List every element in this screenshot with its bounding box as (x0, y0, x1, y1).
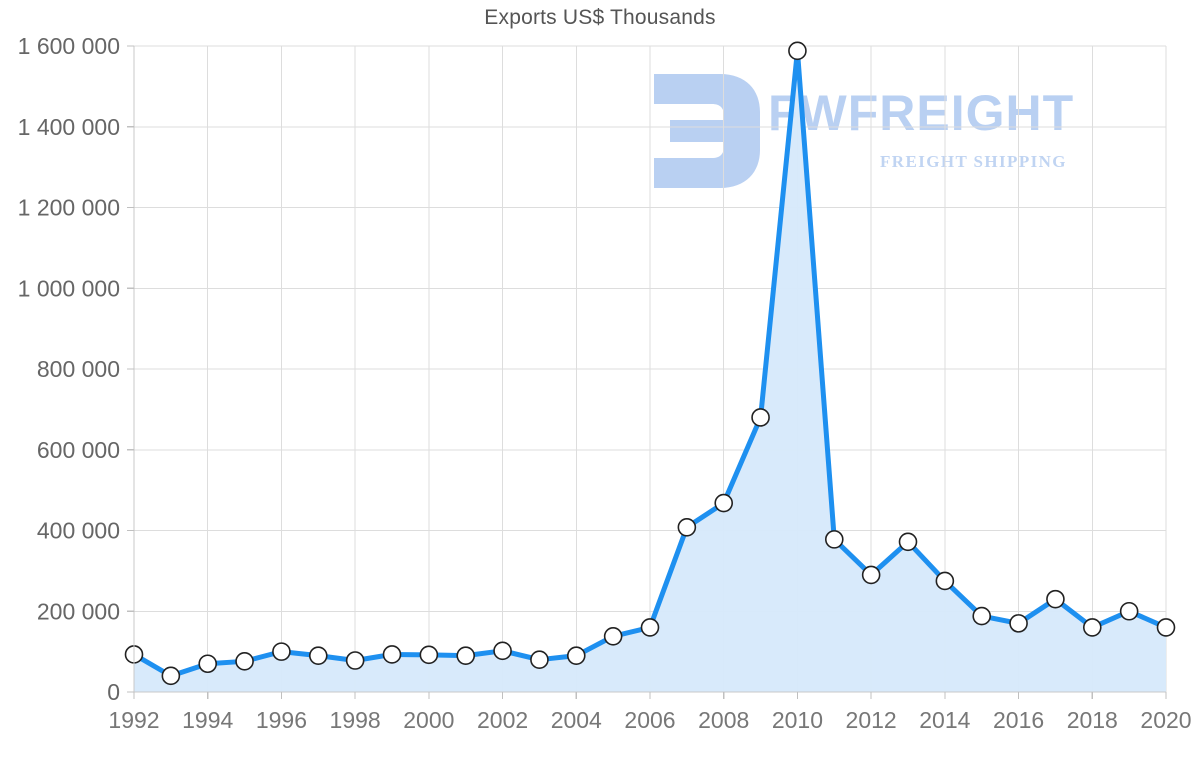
data-point[interactable] (640, 618, 660, 637)
x-axis-tick-label: 1994 (182, 707, 233, 733)
area-fill (134, 50, 1166, 693)
data-point[interactable] (677, 517, 697, 537)
x-axis-tick-label: 2010 (772, 707, 823, 733)
data-point[interactable] (198, 654, 218, 674)
x-axis-tick-label: 2012 (846, 707, 897, 733)
x-axis-tick-label: 2004 (551, 707, 602, 733)
data-point[interactable] (456, 646, 476, 665)
x-axis-tick-label: 1998 (330, 707, 381, 733)
data-point[interactable] (1009, 614, 1028, 633)
y-axis-tick-labels: 0 200 000 400 000 600 000 800 000 1 000 000 1 … (18, 33, 120, 705)
data-point[interactable] (751, 408, 770, 427)
y-axis-tick-label: 0 (107, 679, 120, 705)
axes (127, 45, 1167, 699)
data-point[interactable] (272, 642, 291, 661)
data-point[interactable] (419, 645, 439, 665)
data-point[interactable] (1046, 589, 1065, 609)
y-axis-tick-label: 1 200 000 (18, 195, 120, 221)
data-point[interactable] (161, 666, 181, 686)
y-axis-tick-label: 400 000 (37, 518, 120, 544)
x-axis-tick-label: 2014 (919, 707, 970, 733)
chart-title: Exports US$ Thousands (484, 6, 716, 29)
x-axis-tick-label: 2002 (477, 707, 528, 733)
y-axis-tick-label: 800 000 (37, 356, 120, 382)
data-point[interactable] (714, 493, 734, 513)
data-point[interactable] (382, 645, 402, 664)
x-axis-tick-label: 2018 (1067, 707, 1118, 733)
x-axis-tick-label: 1996 (256, 707, 307, 733)
y-axis-tick-label: 200 000 (37, 598, 120, 624)
x-axis-tick-label: 2016 (993, 707, 1044, 733)
series-area (134, 50, 1166, 693)
y-axis-tick-label: 600 000 (37, 437, 120, 463)
series-markers (124, 41, 1176, 686)
data-point[interactable] (1119, 601, 1139, 621)
x-axis-tick-label: 2000 (403, 707, 454, 733)
x-axis-tick-label: 2008 (698, 707, 749, 733)
data-point[interactable] (1082, 618, 1102, 637)
data-point[interactable] (530, 650, 549, 670)
data-point[interactable] (824, 530, 844, 549)
x-axis-tick-label: 2020 (1140, 707, 1191, 733)
x-axis-tick-label: 2006 (624, 707, 675, 733)
data-point[interactable] (603, 626, 623, 646)
data-point[interactable] (493, 641, 512, 661)
data-point[interactable] (308, 646, 328, 665)
data-point[interactable] (788, 41, 807, 61)
y-axis-tick-label: 1 000 000 (18, 275, 120, 301)
x-axis-tick-labels: 1992 1994 1996 1998 2000 2002 2004 2006 2008 2010… (108, 707, 1191, 733)
data-point[interactable] (235, 652, 254, 671)
data-point[interactable] (345, 651, 365, 670)
y-axis-tick-label: 1 600 000 (18, 33, 120, 59)
data-point[interactable] (566, 646, 586, 665)
x-axis-tick-label: 1992 (108, 707, 159, 733)
data-point[interactable] (898, 532, 918, 552)
y-axis-tick-label: 1 400 000 (18, 114, 120, 140)
data-point[interactable] (935, 571, 955, 591)
data-point[interactable] (861, 565, 881, 585)
data-point[interactable] (1156, 618, 1176, 637)
data-point[interactable] (972, 606, 992, 626)
